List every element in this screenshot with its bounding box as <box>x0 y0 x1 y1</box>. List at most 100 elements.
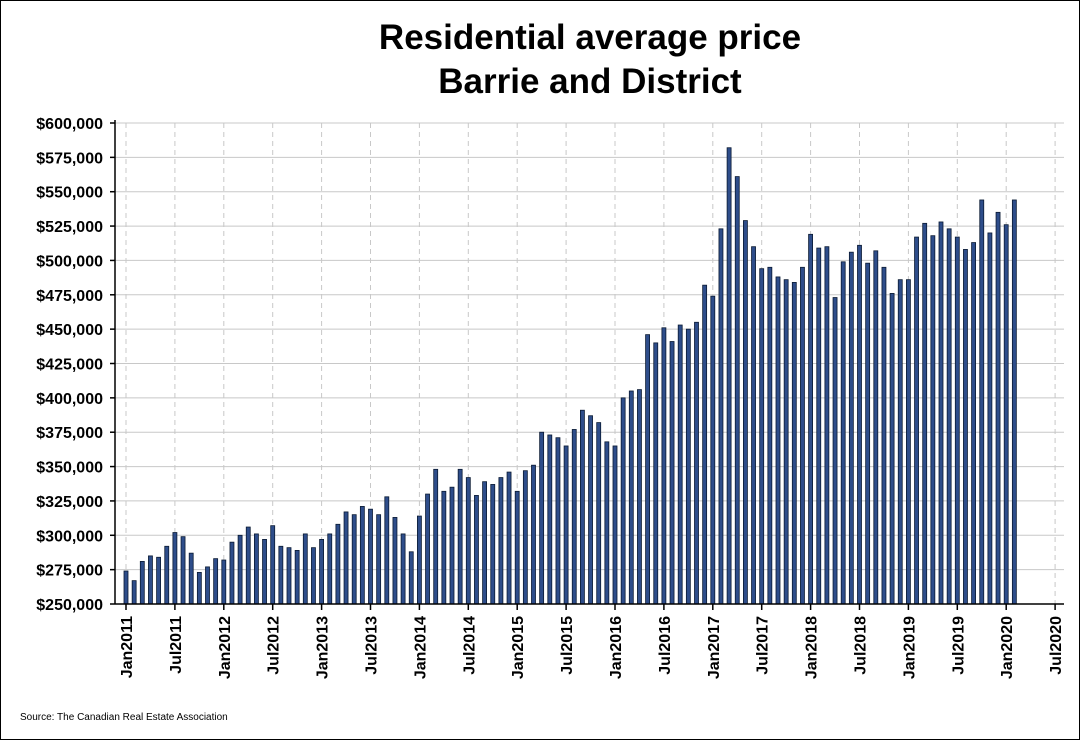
bar <box>751 246 756 605</box>
bar <box>661 327 667 605</box>
bar <box>791 282 797 605</box>
bar <box>963 249 968 605</box>
bar <box>800 266 805 605</box>
bar <box>734 176 740 605</box>
bar <box>425 493 430 605</box>
x-tick-label: Jan2015 <box>510 616 527 679</box>
bar <box>384 496 390 605</box>
bar <box>302 533 308 605</box>
x-tick-label: Jan2017 <box>706 616 723 679</box>
y-tick-label: $600,000 <box>36 116 103 133</box>
x-ticks: Jan2011 Jul2011 Jan2012 Jul2012 Jan2013 Jul20… <box>119 604 1065 679</box>
bar <box>906 279 911 605</box>
x-tick-label: Jul2013 <box>364 616 381 675</box>
y-tick-label: $325,000 <box>36 494 103 511</box>
bar <box>213 558 219 605</box>
bar <box>408 551 414 605</box>
bar <box>938 221 944 605</box>
bar <box>865 262 871 605</box>
bar <box>946 228 952 605</box>
x-tick-label: Jan2013 <box>315 616 332 679</box>
bar <box>628 390 634 605</box>
bar <box>897 279 903 605</box>
bar <box>335 523 341 605</box>
bar <box>416 515 422 605</box>
bar <box>180 536 186 605</box>
bar <box>588 415 593 605</box>
y-tick-label: $400,000 <box>36 391 103 408</box>
bar <box>637 389 642 605</box>
bar <box>368 508 373 605</box>
y-tick-label: $575,000 <box>36 150 103 167</box>
bar <box>677 324 683 605</box>
bar <box>311 547 316 605</box>
bar <box>971 242 976 605</box>
bar <box>514 490 520 605</box>
bar <box>1003 224 1009 605</box>
bar <box>571 429 577 605</box>
bar <box>555 437 561 605</box>
bar <box>580 409 585 605</box>
bar <box>840 261 846 605</box>
bar <box>498 477 504 605</box>
bar <box>1011 199 1017 605</box>
chart-title-line1: Residential average price <box>378 18 802 57</box>
bar <box>188 552 194 605</box>
bar <box>539 431 545 605</box>
bar <box>482 481 488 605</box>
x-tick-label: Jan2011 <box>119 616 136 678</box>
x-tick-label: Jan2012 <box>217 616 234 679</box>
bar <box>694 321 699 605</box>
y-tick-label: $550,000 <box>36 185 103 202</box>
bar <box>262 539 267 605</box>
bar <box>824 246 830 605</box>
bar <box>808 233 813 605</box>
bar <box>710 295 716 605</box>
y-tick-label: $450,000 <box>36 322 103 339</box>
bar <box>164 545 170 605</box>
bar <box>669 341 675 605</box>
bar <box>490 484 496 605</box>
bar <box>922 222 928 605</box>
x-tick-label: Jul2014 <box>461 616 478 675</box>
bar <box>327 533 333 605</box>
x-tick-label: Jul2016 <box>657 616 674 675</box>
bar <box>726 147 732 605</box>
x-tick-label: Jan2020 <box>999 616 1016 679</box>
bar <box>237 534 243 605</box>
y-tick-label: $525,000 <box>36 219 103 236</box>
bar <box>148 555 153 605</box>
y-ticks: $250,000 $275,000 $300,000 $325,000 $350,000… <box>36 116 115 614</box>
bar <box>857 244 862 605</box>
y-tick-label: $300,000 <box>36 528 103 545</box>
bar <box>506 471 512 605</box>
y-tick-label: $350,000 <box>36 460 103 477</box>
bar <box>441 490 447 605</box>
x-tick-label: Jul2017 <box>755 616 772 675</box>
bar <box>229 541 235 605</box>
x-tick-label: Jan2018 <box>804 616 821 679</box>
bar <box>400 533 406 605</box>
bar <box>604 441 610 605</box>
chart-title-line2: Barrie and District <box>438 62 742 101</box>
bar <box>702 284 708 605</box>
bar <box>319 539 325 605</box>
x-tick-label: Jul2019 <box>950 616 967 675</box>
bar <box>653 342 659 605</box>
y-tick-label: $425,000 <box>36 357 103 374</box>
bar <box>245 526 251 605</box>
bar <box>433 468 439 605</box>
bar <box>343 511 349 605</box>
bar <box>351 514 357 605</box>
bar <box>547 434 553 605</box>
bar <box>848 251 854 605</box>
bar <box>156 556 162 605</box>
bar <box>278 545 284 605</box>
x-tick-label: Jul2015 <box>559 616 576 675</box>
bar <box>743 220 748 605</box>
bar <box>139 560 145 605</box>
y-tick-label: $250,000 <box>36 597 103 614</box>
bar <box>563 445 569 605</box>
bar <box>783 279 789 605</box>
x-tick-label: Jan2014 <box>412 616 429 679</box>
